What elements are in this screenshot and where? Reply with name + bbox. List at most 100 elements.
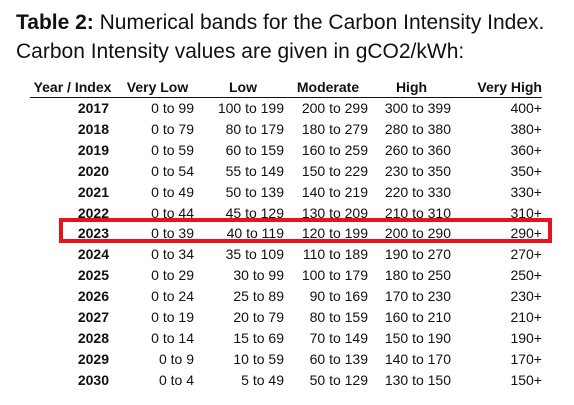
cell-year: 2026 (77, 288, 109, 305)
cell-very-low: 0 to 49 (151, 183, 194, 200)
table-row: 2025 0 to 29 30 to 99 100 to 179 180 to 250 2… (30, 265, 542, 286)
cell-moderate: 60 to 139 (309, 350, 368, 367)
cell-year: 2022 (77, 204, 109, 221)
table-body: 2017 0 to 99 100 to 199 200 to 299 300 to 39… (30, 98, 542, 391)
cell-very-low: 0 to 4 (158, 371, 194, 388)
cell-very-low: 0 to 39 (151, 225, 194, 242)
cell-moderate: 70 to 149 (309, 329, 368, 346)
cell-moderate: 110 to 189 (302, 246, 368, 263)
cell-low: 60 to 159 (225, 141, 284, 158)
cell-low: 50 to 139 (225, 183, 284, 200)
cell-moderate: 180 to 279 (301, 120, 368, 137)
cell-very-high: 250+ (510, 267, 542, 284)
cell-very-low: 0 to 79 (151, 120, 194, 137)
table-row: 2030 0 to 4 5 to 49 50 to 129 130 to 150 150+ (30, 370, 542, 391)
cell-moderate: 50 to 129 (309, 371, 368, 388)
cell-very-low: 0 to 19 (151, 309, 194, 326)
cell-moderate: 90 to 169 (309, 288, 368, 305)
cell-year: 2024 (77, 246, 109, 263)
cell-year: 2017 (77, 100, 109, 116)
cell-very-high: 350+ (510, 162, 542, 179)
cell-high: 160 to 210 (384, 309, 451, 326)
table-row: 2021 0 to 49 50 to 139 140 to 219 220 to 330… (30, 182, 542, 203)
table-row: 2028 0 to 14 15 to 69 70 to 149 150 to 190 19… (30, 328, 542, 349)
cell-high: 220 to 330 (384, 183, 451, 200)
cell-year: 2030 (77, 371, 109, 388)
table-row: 2024 0 to 34 35 to 109 110 to 189 190 to 270… (30, 244, 542, 265)
cell-year: 2021 (77, 183, 109, 200)
cell-year: 2019 (77, 141, 109, 158)
cell-very-low: 0 to 44 (151, 204, 194, 221)
cell-year: 2028 (77, 329, 109, 346)
cell-very-high: 170+ (510, 350, 542, 367)
header-year-index: Year / Index (30, 78, 115, 98)
cell-very-low: 0 to 54 (151, 162, 194, 179)
cell-year: 2018 (77, 120, 109, 137)
cell-year: 2025 (77, 267, 109, 284)
cell-high: 170 to 230 (384, 288, 451, 305)
cell-high: 190 to 270 (384, 246, 451, 263)
table-row: 2027 0 to 19 20 to 79 80 to 159 160 to 210 21… (30, 307, 542, 328)
cell-moderate: 80 to 159 (309, 309, 368, 326)
cell-high: 180 to 250 (384, 267, 451, 284)
cell-very-high: 360+ (510, 141, 542, 158)
cell-year: 2020 (77, 162, 109, 179)
header-high: High (370, 78, 453, 98)
cell-very-high: 380+ (510, 120, 542, 137)
cell-very-high: 210+ (510, 309, 542, 326)
cell-moderate: 100 to 179 (301, 267, 368, 284)
cell-very-high: 290+ (510, 225, 542, 242)
cell-moderate: 120 to 199 (301, 225, 368, 242)
header-very-high: Very High (453, 78, 542, 98)
table-row: 2026 0 to 24 25 to 89 90 to 169 170 to 230 23… (30, 286, 542, 307)
cell-low: 40 to 119 (226, 225, 284, 242)
cell-very-high: 400+ (510, 100, 542, 116)
cell-very-low: 0 to 14 (151, 329, 194, 346)
cell-year: 2027 (77, 309, 109, 326)
cell-low: 80 to 179 (225, 120, 284, 137)
header-low: Low (200, 78, 286, 98)
caption-label: Table 2: (16, 11, 94, 34)
table-row: 2020 0 to 54 55 to 149 150 to 229 230 to 350… (30, 161, 542, 182)
cell-very-high: 190+ (510, 329, 542, 346)
cell-high: 260 to 360 (384, 141, 451, 158)
caption-title: Numerical bands for the Carbon Intensity… (93, 11, 545, 34)
cell-high: 130 to 150 (384, 371, 451, 388)
cell-low: 25 to 89 (233, 288, 284, 305)
cell-very-low: 0 to 34 (151, 246, 194, 263)
cell-moderate: 160 to 259 (301, 141, 368, 158)
header-row: Year / Index Very Low Low Moderate High … (30, 78, 542, 98)
header-very-low: Very Low (115, 78, 200, 98)
cell-very-low: 0 to 99 (151, 100, 194, 116)
cell-low: 30 to 99 (233, 267, 284, 284)
cell-moderate: 140 to 219 (301, 183, 368, 200)
cell-very-high: 150+ (510, 371, 542, 388)
cell-low: 45 to 129 (225, 204, 284, 221)
cell-high: 200 to 290 (384, 225, 451, 242)
table-caption: Table 2: Numerical bands for the Carbon … (16, 8, 564, 66)
cell-low: 35 to 109 (225, 246, 284, 263)
cell-year: 2029 (77, 350, 109, 367)
table-row: 2017 0 to 99 100 to 199 200 to 299 300 to 39… (30, 98, 542, 119)
cell-low: 20 to 79 (233, 309, 284, 326)
cell-high: 300 to 399 (384, 100, 451, 116)
table-row: 2019 0 to 59 60 to 159 160 to 259 260 to 360… (30, 140, 542, 161)
cell-very-low: 0 to 24 (151, 288, 194, 305)
table-row: 2022 0 to 44 45 to 129 130 to 209 210 to 310… (30, 203, 542, 224)
table-row: 2018 0 to 79 80 to 179 180 to 279 280 to 380… (30, 119, 542, 140)
cell-moderate: 150 to 229 (301, 162, 368, 179)
cell-moderate: 200 to 299 (301, 100, 368, 116)
cell-low: 55 to 149 (225, 162, 284, 179)
cell-very-high: 270+ (510, 246, 542, 263)
cell-high: 140 to 170 (384, 350, 451, 367)
cell-very-high: 330+ (510, 183, 542, 200)
carbon-intensity-bands-table: Year / Index Very Low Low Moderate High … (30, 78, 542, 391)
table-row: 2029 0 to 9 10 to 59 60 to 139 140 to 170 170… (30, 349, 542, 370)
cell-high: 210 to 310 (384, 204, 451, 221)
cell-year: 2023 (77, 225, 109, 242)
cell-low: 15 to 69 (233, 329, 284, 346)
cell-low: 10 to 59 (233, 350, 284, 367)
cell-very-low: 0 to 29 (151, 267, 194, 284)
cell-low: 100 to 199 (217, 100, 284, 116)
cell-very-high: 230+ (510, 288, 542, 305)
